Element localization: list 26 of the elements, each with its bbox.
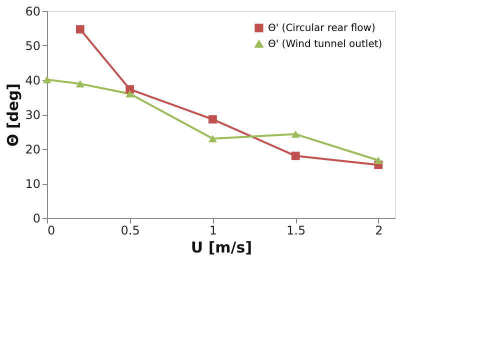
- legend-label: Θ' (Wind tunnel outlet): [268, 39, 382, 50]
- point: [126, 90, 134, 98]
- x-tick-label: 0: [48, 224, 56, 238]
- x-axis-title: U [m/s]: [190, 238, 252, 256]
- x-tick-label: 0.5: [120, 224, 140, 238]
- legend-label: Θ' (Circular rear flow): [268, 23, 376, 34]
- y-tick-label: 20: [25, 142, 40, 156]
- point: [291, 130, 300, 138]
- point: [208, 135, 217, 142]
- point: [42, 76, 52, 84]
- y-tick-label: 40: [25, 74, 40, 88]
- x-tick-label: 2: [375, 224, 383, 238]
- y-tick-label: 30: [25, 108, 40, 122]
- y-tick-label: 10: [25, 177, 40, 191]
- y-axis-title: Θ [deg]: [4, 83, 22, 147]
- point: [76, 25, 84, 34]
- y-tick-label: 60: [25, 4, 40, 18]
- point: [208, 115, 217, 124]
- x-tick-label: 1.5: [286, 224, 306, 238]
- point: [374, 156, 383, 164]
- x-tick-label: 1: [209, 224, 218, 238]
- y-tick-label: 50: [25, 39, 40, 53]
- point: [291, 152, 300, 160]
- point: [126, 85, 134, 94]
- point: [76, 80, 84, 88]
- y-tick-label: 0: [32, 212, 40, 226]
